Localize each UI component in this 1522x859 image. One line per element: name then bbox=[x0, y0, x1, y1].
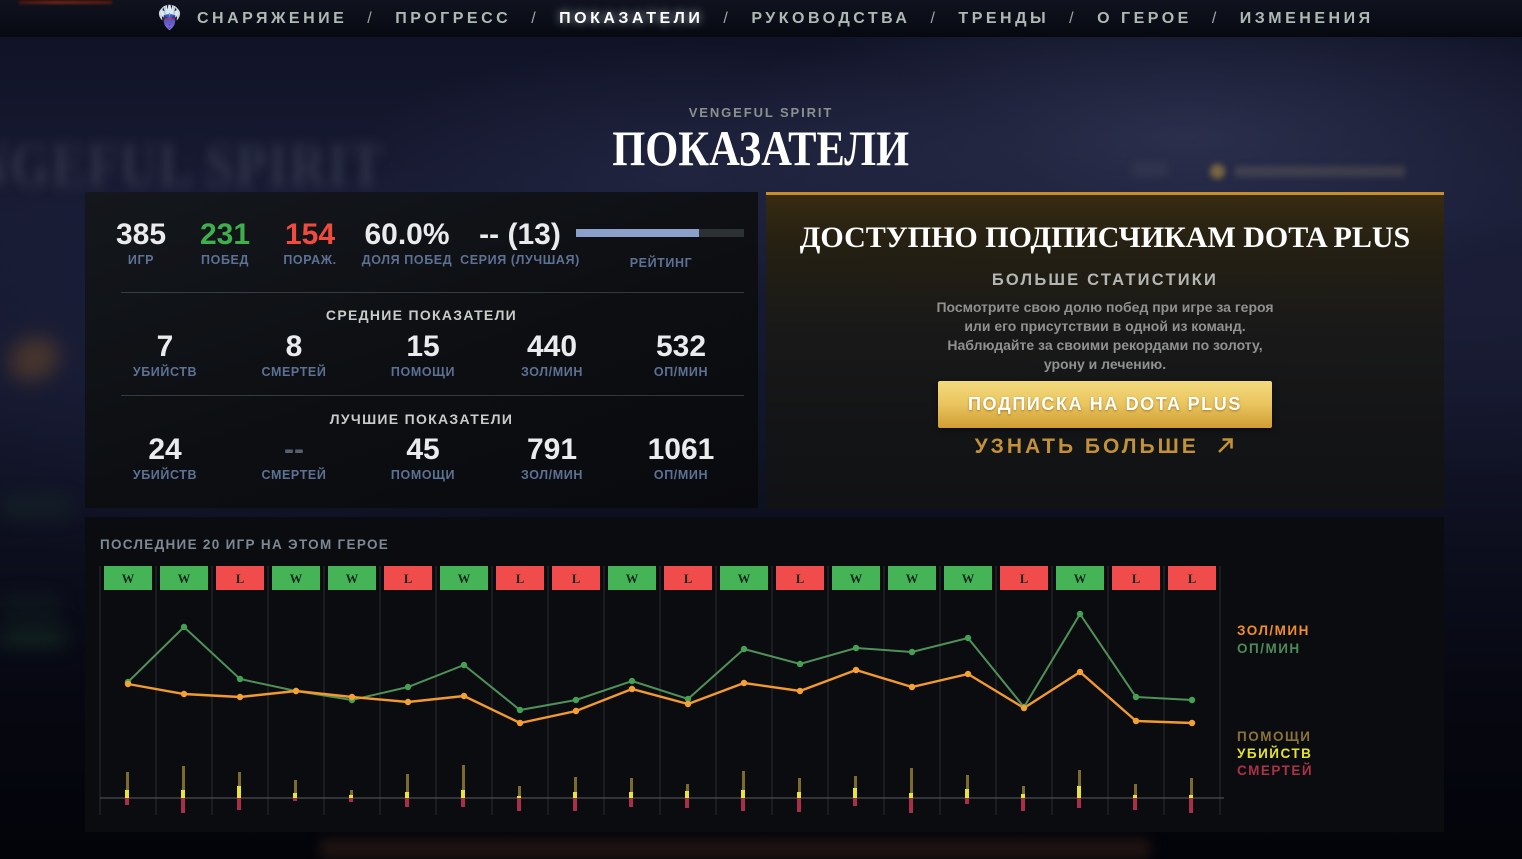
svg-text:L: L bbox=[684, 572, 692, 586]
svg-text:W: W bbox=[122, 572, 135, 586]
svg-text:W: W bbox=[178, 572, 191, 586]
svg-text:W: W bbox=[906, 572, 919, 586]
svg-text:W: W bbox=[458, 572, 471, 586]
svg-text:W: W bbox=[1074, 572, 1087, 586]
svg-text:УБИЙСТВ: УБИЙСТВ bbox=[1237, 746, 1312, 761]
svg-text:L: L bbox=[236, 572, 244, 586]
svg-text:СМЕРТЕЙ: СМЕРТЕЙ bbox=[1237, 763, 1313, 778]
svg-text:L: L bbox=[1020, 572, 1028, 586]
svg-text:W: W bbox=[290, 572, 303, 586]
svg-text:L: L bbox=[572, 572, 580, 586]
svg-text:L: L bbox=[1132, 572, 1140, 586]
svg-text:ОП/МИН: ОП/МИН bbox=[1237, 641, 1301, 656]
svg-text:ПОМОЩИ: ПОМОЩИ bbox=[1237, 729, 1311, 744]
svg-text:L: L bbox=[516, 572, 524, 586]
svg-text:ЗОЛ/МИН: ЗОЛ/МИН bbox=[1237, 623, 1310, 638]
svg-text:W: W bbox=[850, 572, 863, 586]
svg-text:W: W bbox=[738, 572, 751, 586]
svg-text:W: W bbox=[626, 572, 639, 586]
svg-text:L: L bbox=[1188, 572, 1196, 586]
svg-text:L: L bbox=[796, 572, 804, 586]
svg-text:W: W bbox=[346, 572, 359, 586]
svg-text:L: L bbox=[404, 572, 412, 586]
svg-text:W: W bbox=[962, 572, 975, 586]
